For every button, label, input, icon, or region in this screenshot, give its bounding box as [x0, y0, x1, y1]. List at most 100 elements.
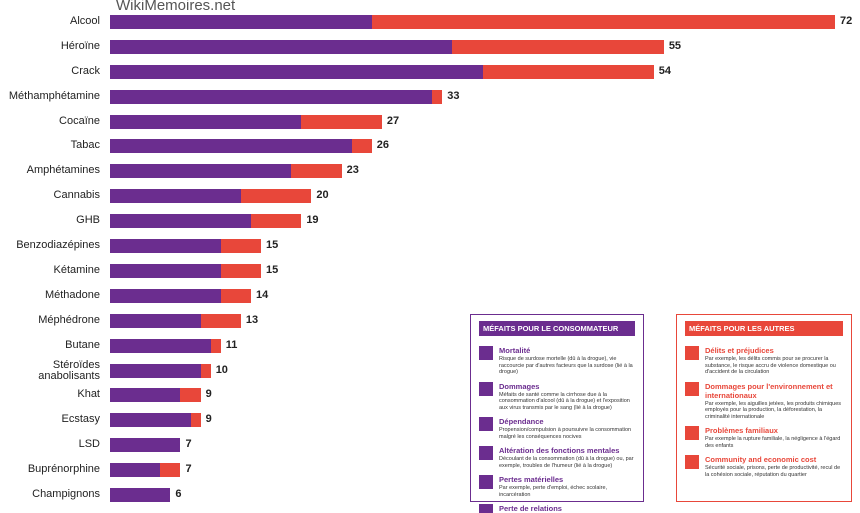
legend-text: Mortalité Risque de surdose mortelle (dû … — [499, 346, 635, 376]
bar-segment — [110, 89, 433, 104]
legend-text: Délits et préjudices Par exemple, les dél… — [705, 346, 843, 376]
legend-item: Délits et préjudices Par exemple, les dél… — [685, 346, 843, 376]
category-label: Cocaïne — [59, 114, 100, 127]
bar-segment — [432, 89, 443, 104]
legend-item-text: Par exemple, les aiguilles jetées, les p… — [705, 400, 842, 420]
bar-segment — [190, 413, 201, 428]
bar-segment — [110, 388, 181, 403]
total-label: 14 — [255, 288, 269, 301]
legend-icon — [479, 504, 493, 513]
bar-segment — [110, 39, 453, 54]
bar-segment — [110, 189, 241, 204]
category-label: Alcool — [70, 15, 100, 27]
bar-segment — [110, 438, 181, 453]
bar-segment — [200, 363, 211, 378]
bar-segment — [301, 114, 382, 129]
legend-item: Perte de relations — [479, 504, 635, 513]
legend-item: Pertes matérielles Par exemple, perte d'e… — [479, 475, 635, 498]
bar-segment — [110, 413, 191, 428]
category-label: Ecstasy — [61, 413, 100, 426]
category-label: GHB — [76, 214, 100, 227]
category-label: Butane — [65, 338, 100, 351]
bar-segment — [220, 239, 262, 254]
bar-segment — [250, 214, 302, 229]
total-label: 7 — [185, 463, 192, 476]
category-label: Khat — [77, 388, 100, 401]
bar-segment — [110, 139, 352, 154]
legend-item-text: Méfaits de santé comme la cirrhose due à… — [499, 391, 630, 411]
legend-item-text: Propension/compulsion à poursuivre la co… — [499, 427, 632, 440]
category-label: Méthadone — [44, 288, 100, 301]
legend-item: Altération des fonctions mentales Découla… — [479, 446, 635, 469]
category-label: Buprénorphine — [27, 463, 100, 476]
legend-icon — [685, 455, 699, 469]
legend-text: Pertes matérielles Par exemple, perte d'e… — [499, 475, 635, 498]
bar-segment — [110, 263, 221, 278]
bar-segment — [110, 164, 292, 179]
legend-icon — [479, 475, 493, 489]
legend-item-title: Dommages — [499, 381, 540, 391]
bar-segment — [110, 239, 221, 254]
total-label: 19 — [306, 214, 319, 227]
category-label: Crack — [71, 64, 100, 77]
legend-icon — [479, 346, 493, 360]
legend-user: MÉFAITS POUR LE CONSOMMATEUR Mortalité Ri… — [470, 314, 644, 513]
total-label: 20 — [316, 189, 329, 202]
legend-item-text: Par exemple la rupture familiale, la nég… — [705, 436, 841, 449]
total-label: 54 — [658, 64, 671, 77]
legend-title: MÉFAITS POUR LE CONSOMMATEUR — [479, 321, 635, 336]
legend-icon — [685, 426, 699, 440]
bar-segment — [220, 288, 251, 303]
legend-icon — [479, 381, 493, 396]
bar-segment — [110, 114, 302, 129]
legend-item: Community and economic cost Sécurité soci… — [685, 455, 843, 478]
legend-item-title: Perte de relations — [499, 504, 562, 513]
category-label: Amphétamines — [26, 164, 100, 177]
bar-segment — [482, 64, 654, 79]
legend-item-text: Découlant de la consommation (dû à la dr… — [499, 456, 634, 469]
total-label: 27 — [386, 114, 400, 127]
legend-icon — [479, 417, 493, 431]
bar-segment — [371, 15, 835, 29]
bar-segment — [240, 189, 312, 204]
legend-item-text: Risque de surdose mortelle (dû à la drog… — [499, 356, 633, 375]
category-label: Héroïne — [60, 39, 100, 52]
total-label: 72 — [840, 15, 853, 27]
legend-item: Dommages Méfaits de santé comme la cirrho… — [479, 381, 635, 412]
total-label: 15 — [266, 239, 279, 252]
legend-text: Perte de relations — [499, 504, 562, 513]
total-label: 9 — [205, 388, 212, 401]
legend-item-title: Altération des fonctions mentales — [499, 446, 620, 455]
bar-segment — [110, 338, 211, 353]
bar-segment — [110, 214, 251, 229]
category-label: Stéroïdes anabolisants — [38, 358, 100, 382]
total-label: 26 — [376, 139, 390, 152]
legend-item: Mortalité Risque de surdose mortelle (dû … — [479, 346, 635, 376]
legend-item-text: Sécurité sociale, prisons, perte de prod… — [705, 465, 841, 478]
bar-segment — [110, 15, 372, 29]
bar-segment — [210, 338, 221, 353]
total-label: 33 — [447, 89, 460, 102]
legend-item-title: Mortalité — [499, 346, 531, 355]
bar-segment — [291, 164, 342, 179]
legend-icon — [479, 446, 493, 460]
legend-item: Problèmes familiaux Par exemple la ruptur… — [685, 426, 843, 449]
legend-item-text: Par exemple, perte d'emploi, échec scola… — [499, 485, 608, 498]
legend-item: Dépendance Propension/compulsion à poursu… — [479, 417, 635, 440]
legend-title: MÉFAITS POUR LES AUTRES — [685, 321, 843, 336]
bar-segment — [160, 463, 181, 478]
legend-text: Community and economic cost Sécurité soci… — [705, 455, 843, 478]
legend-item-title: Community and economic cost — [705, 455, 817, 464]
legend-item-title: Délits et préjudices — [705, 346, 774, 355]
category-label: Cannabis — [53, 189, 100, 202]
category-label: Kétamine — [53, 263, 100, 276]
legend-item-text: Par exemple, les délits commis pour se p… — [705, 356, 836, 375]
bar-segment — [452, 39, 664, 54]
total-label: 55 — [668, 39, 682, 52]
legend-item-title: Dommages pour l'environnement et interna… — [705, 381, 833, 400]
bar-segment — [110, 313, 201, 328]
bar-segment — [220, 263, 262, 278]
total-label: 6 — [175, 488, 182, 500]
bar-segment — [180, 388, 201, 403]
